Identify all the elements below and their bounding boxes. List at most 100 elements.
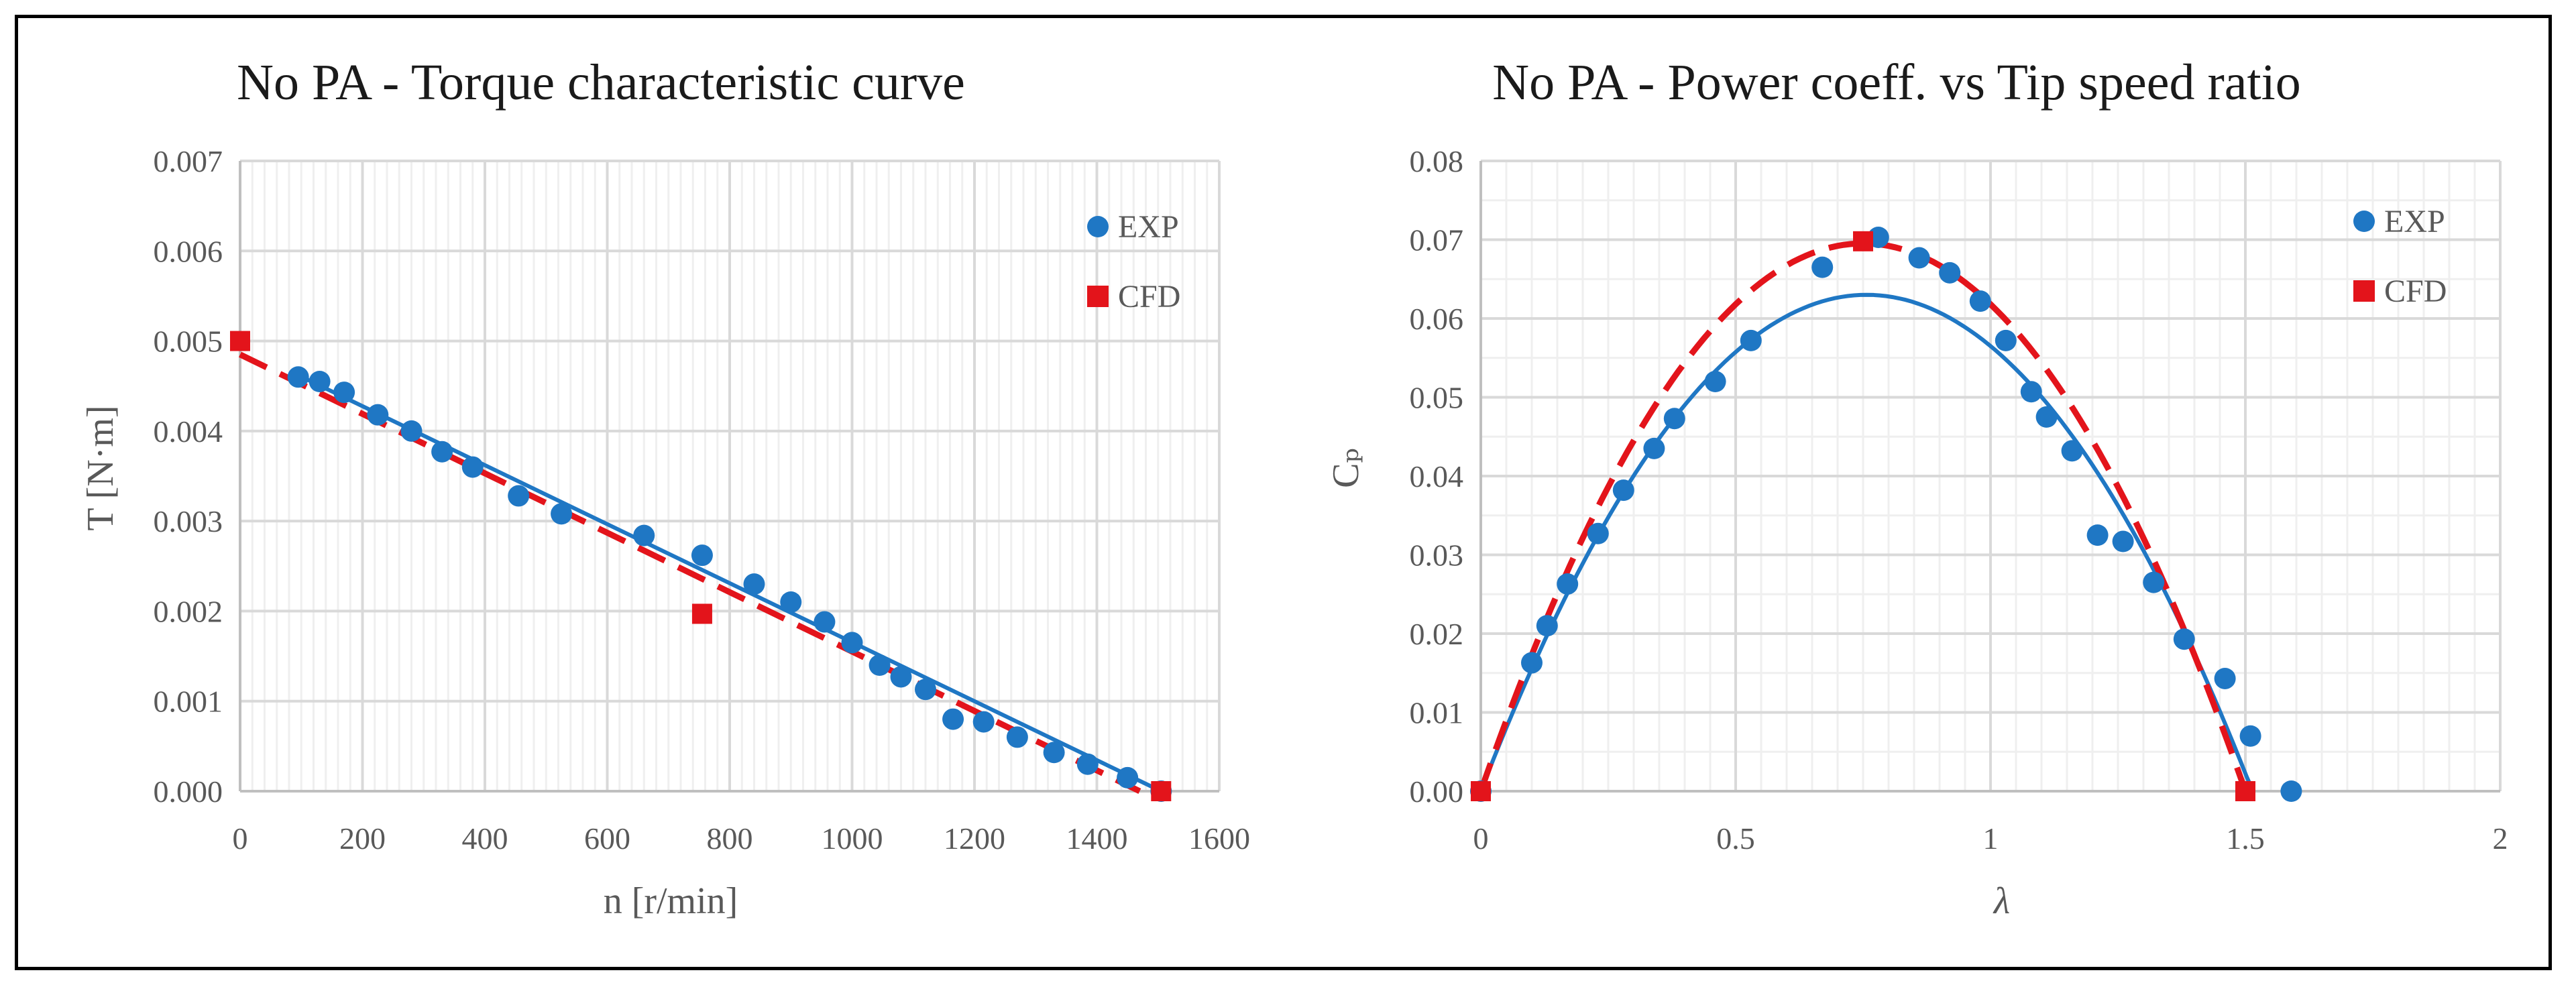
exp-trend-line <box>1479 292 2255 793</box>
y-tick-label: 0.03 <box>1410 538 1464 573</box>
exp-point <box>2280 780 2302 802</box>
y-ticks: 0.00 0.01 0.02 0.03 0.04 0.05 0.06 0.07 0.08 <box>1410 144 1464 809</box>
exp-point <box>551 503 573 525</box>
x-tick-label: 1000 <box>822 821 883 856</box>
y-ticks: 0.000 0.001 0.002 0.003 0.004 0.005 0.006 0.007 <box>154 144 223 809</box>
exp-point <box>780 591 802 613</box>
exp-point <box>333 382 355 404</box>
x-tick-label: 1.5 <box>2226 821 2265 856</box>
y-tick-label: 0.004 <box>154 414 223 449</box>
cfd-point <box>2235 781 2255 801</box>
exp-point <box>1811 256 1834 278</box>
exp-point <box>2143 571 2165 593</box>
exp-point <box>309 371 331 392</box>
x-tick-label: 0 <box>1473 821 1489 856</box>
exp-point <box>1536 615 1558 637</box>
exp-point <box>1612 479 1634 502</box>
exp-point <box>915 679 936 701</box>
x-tick-label: 400 <box>462 821 508 856</box>
exp-point <box>814 611 836 633</box>
exp-point <box>972 711 995 733</box>
axes <box>1479 161 2500 793</box>
exp-point <box>1521 652 1543 674</box>
exp-point <box>1995 329 2017 351</box>
grid <box>239 160 1221 793</box>
axes <box>239 161 1219 793</box>
exp-point <box>2020 381 2042 403</box>
exp-point <box>691 544 713 567</box>
x-tick-label: 2 <box>2493 821 2508 856</box>
exp-point <box>2239 725 2261 747</box>
y-tick-label: 0.006 <box>154 234 223 268</box>
exp-point <box>1006 726 1028 748</box>
exp-point <box>2035 406 2058 428</box>
y-tick-label: 0.007 <box>154 144 223 178</box>
y-tick-label: 0.08 <box>1410 144 1464 178</box>
torque-chart: No PA - Torque characteristic curve 0.00… <box>80 54 1250 922</box>
x-tick-label: 1400 <box>1066 821 1128 856</box>
cfd-trend-line <box>239 351 1141 795</box>
y-tick-label: 0.06 <box>1410 302 1464 336</box>
x-tick-label: 200 <box>339 821 386 856</box>
exp-point <box>743 573 765 595</box>
exp-point <box>367 404 389 426</box>
x-axis-label: n [r/min] <box>604 880 738 922</box>
trend-lines <box>1477 240 2255 793</box>
y-tick-label: 0.005 <box>154 325 223 359</box>
exp-point <box>942 708 964 730</box>
y-tick-label: 0.02 <box>1410 617 1464 651</box>
legend-exp-label: EXP <box>2384 204 2445 239</box>
x-tick-label: 800 <box>707 821 753 856</box>
data-marks <box>1470 226 2302 802</box>
cfd-point <box>1151 781 1172 801</box>
exp-point <box>1704 371 1726 392</box>
exp-point <box>1557 573 1579 595</box>
legend-exp-marker <box>1087 216 1109 237</box>
legend-cfd-marker <box>1087 286 1109 307</box>
exp-point <box>1076 753 1099 775</box>
legend-cfd-marker <box>2353 280 2375 302</box>
exp-point <box>431 441 453 463</box>
exp-point <box>508 485 530 507</box>
legend-cfd-label: CFD <box>2384 274 2447 309</box>
x-tick-label: 600 <box>584 821 630 856</box>
exp-point <box>2214 667 2236 689</box>
y-tick-label: 0.001 <box>154 685 223 719</box>
y-axis-label: Cₚ <box>1325 448 1367 488</box>
y-tick-label: 0.07 <box>1410 223 1464 257</box>
cfd-point <box>1853 231 1873 251</box>
x-tick-label: 1 <box>1983 821 1999 856</box>
y-tick-label: 0.003 <box>154 504 223 538</box>
exp-point <box>841 632 863 654</box>
data-marks <box>230 331 1172 802</box>
exp-point <box>1663 408 1685 430</box>
y-tick-label: 0.05 <box>1410 381 1464 415</box>
x-ticks: 0 0.5 1 1.5 2 <box>1473 821 2508 856</box>
exp-point <box>1740 329 1762 351</box>
chart-title: No PA - Torque characteristic curve <box>237 54 965 111</box>
y-tick-label: 0.04 <box>1410 459 1464 493</box>
exp-point <box>1587 522 1609 544</box>
exp-point <box>1939 261 1961 284</box>
exp-point <box>287 366 309 388</box>
cfd-point <box>230 331 250 351</box>
exp-point <box>2173 628 2195 650</box>
y-axis-label: T [N·m] <box>80 405 121 530</box>
legend: EXP CFD <box>2353 204 2447 309</box>
chart-title: No PA - Power coeff. vs Tip speed ratio <box>1492 54 2300 111</box>
legend: EXP CFD <box>1087 209 1180 314</box>
exp-point <box>869 654 891 676</box>
exp-point <box>890 666 912 688</box>
y-tick-label: 0.00 <box>1410 774 1464 809</box>
exp-point <box>461 456 484 478</box>
exp-point <box>2086 524 2109 546</box>
power-coefficient-chart: No PA - Power coeff. vs Tip speed ratio … <box>1325 54 2508 922</box>
figure-frame <box>15 15 2552 970</box>
cfd-point <box>1471 781 1491 801</box>
legend-cfd-label: CFD <box>1118 279 1180 314</box>
exp-point <box>1117 766 1139 788</box>
y-tick-label: 0.01 <box>1410 696 1464 730</box>
grid <box>1479 160 2502 793</box>
y-tick-label: 0.000 <box>154 774 223 809</box>
